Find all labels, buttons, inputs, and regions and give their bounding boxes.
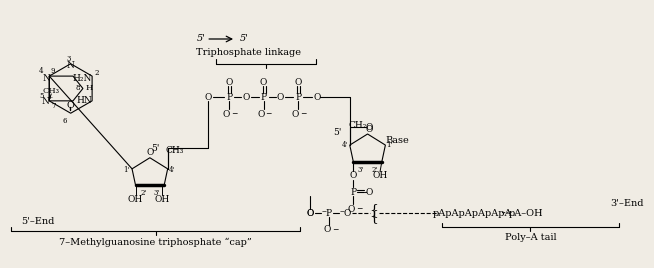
- Text: O: O: [292, 110, 299, 119]
- Text: HN: HN: [77, 96, 92, 105]
- Text: −: −: [300, 110, 307, 118]
- Text: H: H: [85, 84, 92, 92]
- Text: 2: 2: [95, 69, 99, 77]
- Text: O: O: [67, 101, 75, 110]
- Text: O: O: [307, 209, 314, 218]
- Text: 3': 3': [153, 189, 160, 198]
- Text: O: O: [146, 148, 154, 157]
- Text: –: –: [339, 208, 344, 217]
- Text: ····: ····: [500, 209, 512, 218]
- Text: 5': 5': [197, 35, 206, 43]
- Text: 5: 5: [39, 92, 44, 100]
- Text: pA–OH: pA–OH: [509, 209, 543, 218]
- Text: P: P: [295, 93, 301, 102]
- Text: pApApApApApA: pApApApApApA: [433, 209, 512, 218]
- Text: O: O: [222, 110, 230, 119]
- Text: 5'–End: 5'–End: [21, 217, 54, 226]
- Text: O: O: [348, 205, 355, 214]
- Text: O: O: [226, 78, 233, 87]
- Text: −: −: [231, 110, 237, 118]
- Text: +: +: [48, 95, 53, 100]
- Text: 5': 5': [333, 128, 341, 137]
- Text: CH₃: CH₃: [165, 146, 184, 155]
- Text: O: O: [257, 110, 264, 119]
- Text: CH₃: CH₃: [43, 87, 60, 95]
- Text: 9: 9: [51, 67, 56, 75]
- Text: P: P: [260, 93, 267, 102]
- Text: O: O: [277, 93, 284, 102]
- Text: O: O: [323, 225, 331, 234]
- Text: 8: 8: [76, 84, 80, 92]
- Text: 7–Methylguanosine triphosphate “cap”: 7–Methylguanosine triphosphate “cap”: [60, 237, 252, 247]
- Text: N: N: [41, 97, 49, 106]
- Text: –: –: [322, 208, 326, 217]
- Text: 4': 4': [341, 141, 348, 149]
- Text: Base: Base: [386, 136, 409, 146]
- Text: O: O: [242, 93, 250, 102]
- Text: 3'–End: 3'–End: [610, 199, 644, 208]
- Text: P: P: [226, 93, 232, 102]
- Text: N: N: [67, 61, 75, 70]
- Text: O: O: [366, 125, 373, 133]
- Text: 1': 1': [123, 166, 129, 174]
- Text: O: O: [366, 188, 373, 197]
- Text: O: O: [313, 93, 321, 102]
- Text: P: P: [351, 188, 356, 197]
- Text: −: −: [356, 205, 362, 213]
- Text: O: O: [307, 209, 314, 218]
- Text: O: O: [294, 78, 302, 87]
- Text: −: −: [266, 110, 272, 118]
- Text: O: O: [343, 209, 351, 218]
- Text: 4': 4': [169, 166, 175, 174]
- Text: 5': 5': [239, 35, 249, 43]
- Text: {: {: [369, 203, 378, 217]
- Text: 4: 4: [39, 67, 44, 75]
- Text: O: O: [260, 78, 267, 87]
- Text: Triphosphate linkage: Triphosphate linkage: [196, 48, 301, 57]
- Text: H₂N: H₂N: [73, 74, 92, 83]
- Text: O: O: [205, 93, 212, 102]
- Text: O: O: [350, 171, 357, 180]
- Text: 1': 1': [386, 141, 392, 149]
- Text: OH: OH: [372, 171, 388, 180]
- Text: P: P: [326, 209, 332, 218]
- Text: {: {: [369, 209, 378, 223]
- Text: 2': 2': [140, 189, 146, 198]
- Text: O: O: [366, 122, 373, 132]
- Text: Poly–A tail: Poly–A tail: [504, 233, 556, 243]
- Text: −: −: [332, 226, 338, 234]
- Text: 3: 3: [67, 55, 71, 63]
- Text: OH: OH: [128, 195, 143, 204]
- Text: N: N: [43, 74, 50, 83]
- Text: 3': 3': [357, 166, 364, 174]
- Text: 5': 5': [151, 144, 160, 152]
- Text: 2': 2': [371, 166, 378, 174]
- Text: 6: 6: [63, 117, 67, 125]
- Text: OH: OH: [155, 195, 170, 204]
- Text: 7: 7: [51, 102, 56, 110]
- Text: CH₂: CH₂: [349, 121, 367, 130]
